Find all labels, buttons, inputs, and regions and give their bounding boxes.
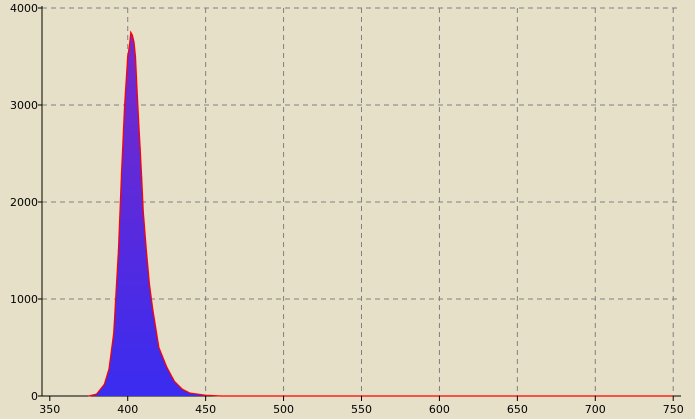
x-tick-label-600: 600	[429, 403, 450, 416]
y-tick-label-4000: 4000	[10, 2, 38, 15]
data-point-412	[145, 249, 148, 252]
data-point-375	[88, 395, 90, 397]
data-point-440	[189, 392, 191, 394]
y-tick-label-3000: 3000	[10, 99, 38, 112]
data-point-400	[127, 55, 129, 58]
data-point-394	[117, 249, 119, 252]
x-tick-labels: 350 400 450 500 550 600 650 700 750	[39, 396, 684, 416]
data-point-430	[173, 380, 176, 383]
series-outline-0	[88, 30, 674, 397]
data-point-409	[141, 177, 143, 179]
data-point-425	[166, 366, 168, 368]
data-point-408	[139, 148, 141, 150]
data-point-407	[138, 118, 140, 121]
data-point-418	[155, 327, 157, 329]
data-point-385	[103, 383, 105, 385]
data-point-388	[108, 368, 110, 370]
data-point-435	[181, 388, 183, 390]
x-tick-label-700: 700	[585, 403, 606, 416]
data-point-405	[134, 55, 137, 58]
data-point-420	[158, 346, 160, 349]
y-tick-label-2000: 2000	[10, 196, 38, 209]
x-tick-label-750: 750	[663, 403, 684, 416]
data-point-396	[120, 172, 123, 174]
grid-lines	[42, 7, 681, 396]
x-tick-label-400: 400	[117, 403, 138, 416]
x-tick-label-650: 650	[507, 403, 528, 416]
data-point-403	[131, 34, 133, 36]
data-point-391	[113, 332, 115, 334]
y-tick-labels: 0 1000 2000 3000 4000	[10, 2, 42, 403]
data-point-401	[128, 46, 130, 48]
data-point-398	[124, 104, 126, 106]
x-tick-label-450: 450	[195, 403, 216, 416]
x-tick-label-500: 500	[273, 403, 294, 416]
y-tick-label-1000: 1000	[10, 293, 38, 306]
data-point-414	[148, 283, 151, 286]
data-point-410	[142, 211, 144, 213]
data-point-406	[136, 89, 138, 92]
data-point-450	[205, 394, 207, 396]
data-point-404	[133, 41, 135, 43]
data-point-416	[152, 308, 154, 310]
series-area-0	[88, 32, 674, 397]
data-point-402	[130, 31, 132, 33]
y-tick-label-0: 0	[31, 390, 38, 403]
data-point-380	[95, 393, 98, 395]
data-point-460	[220, 395, 222, 397]
x-tick-label-550: 550	[351, 403, 372, 416]
series-spectrum	[88, 30, 674, 397]
x-tick-label-350: 350	[39, 403, 60, 416]
